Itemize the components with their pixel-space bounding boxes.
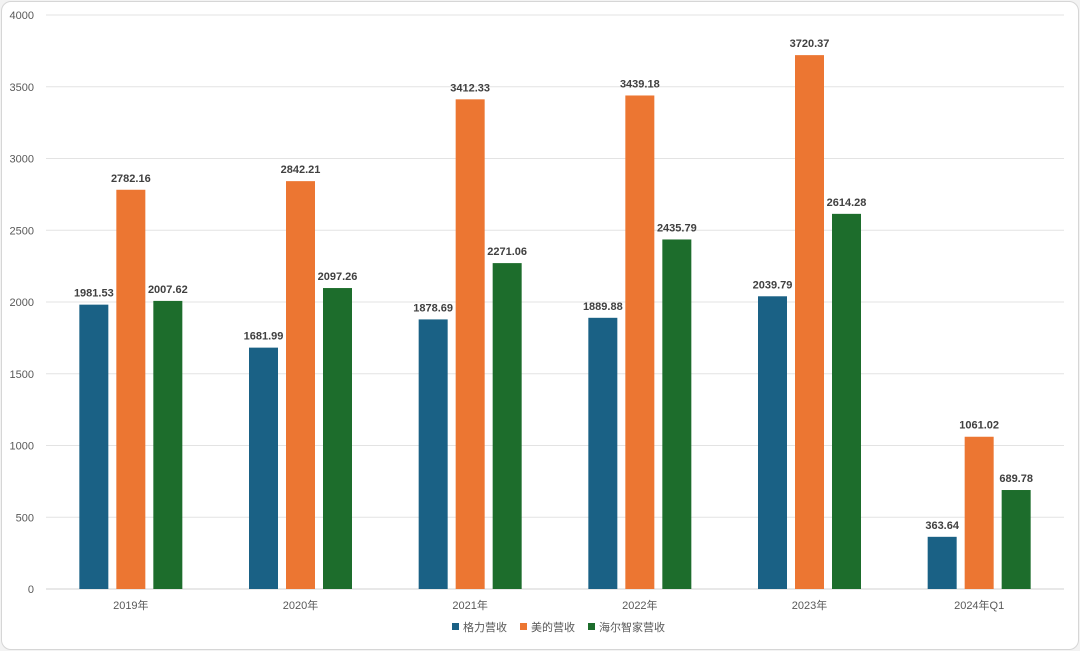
data-label: 2097.26 bbox=[318, 271, 358, 283]
data-label: 1061.02 bbox=[959, 420, 999, 432]
legend: 格力营收 美的营收 海尔智家营收 bbox=[452, 620, 665, 634]
x-tick-label: 2024年Q1 bbox=[954, 598, 1004, 612]
data-label: 3720.37 bbox=[790, 38, 830, 50]
data-label: 363.64 bbox=[925, 520, 960, 532]
bar bbox=[418, 319, 448, 589]
y-tick-label: 4000 bbox=[10, 10, 34, 22]
data-label: 3439.18 bbox=[620, 78, 660, 90]
x-tick-label: 2019年 bbox=[113, 598, 148, 612]
bar bbox=[286, 181, 315, 589]
legend-entry: 格力营收 bbox=[463, 620, 507, 634]
y-axis: 0 500 1000 1500 2000 2500 3000 3500 4000 bbox=[10, 10, 34, 596]
data-label: 2842.21 bbox=[281, 164, 321, 176]
bar bbox=[153, 300, 183, 589]
bar bbox=[1001, 490, 1031, 589]
y-tick-label: 3000 bbox=[10, 154, 34, 166]
x-tick-label: 2021年 bbox=[452, 598, 487, 612]
y-tick-label: 0 bbox=[28, 584, 34, 596]
gridlines bbox=[46, 14, 1064, 590]
bar bbox=[625, 95, 655, 590]
bar bbox=[927, 536, 957, 589]
y-tick-label: 500 bbox=[16, 512, 34, 524]
bar bbox=[832, 213, 861, 589]
data-label: 1681.99 bbox=[244, 331, 284, 343]
data-label: 2782.16 bbox=[111, 173, 151, 185]
bar bbox=[964, 436, 994, 589]
y-tick-label: 1500 bbox=[10, 369, 34, 381]
data-label: 3412.33 bbox=[450, 82, 490, 94]
data-labels: 1981.53 2782.16 2007.62 1681.99 2842.21 2097.… bbox=[74, 38, 1033, 532]
bar bbox=[492, 263, 522, 589]
y-tick-label: 2000 bbox=[10, 297, 34, 309]
data-label: 2039.79 bbox=[753, 279, 793, 291]
data-label: 2614.28 bbox=[827, 197, 867, 209]
data-label: 1889.88 bbox=[583, 301, 623, 313]
y-tick-label: 2500 bbox=[10, 225, 34, 237]
y-tick-label: 3500 bbox=[10, 82, 34, 94]
data-label: 2007.62 bbox=[148, 284, 188, 296]
bar bbox=[588, 317, 618, 589]
x-tick-label: 2023年 bbox=[792, 598, 827, 612]
data-label: 1981.53 bbox=[74, 288, 114, 300]
x-axis: 2019年 2020年 2021年 2022年 2023年 2024年Q1 bbox=[113, 598, 1004, 612]
y-tick-label: 1000 bbox=[10, 441, 34, 453]
bar bbox=[249, 347, 278, 589]
bar bbox=[323, 288, 352, 589]
bar bbox=[795, 55, 824, 590]
x-tick-label: 2022年 bbox=[622, 598, 657, 612]
x-tick-label: 2020年 bbox=[283, 598, 318, 612]
data-label: 1878.69 bbox=[413, 302, 453, 314]
data-label: 689.78 bbox=[999, 473, 1033, 485]
bars bbox=[79, 55, 1031, 590]
data-label: 2271.06 bbox=[487, 246, 527, 258]
legend-entry: 海尔智家营收 bbox=[599, 620, 665, 634]
legend-entry: 美的营收 bbox=[531, 620, 575, 634]
legend-swatch bbox=[452, 623, 459, 630]
bar bbox=[116, 189, 146, 589]
data-label: 2435.79 bbox=[657, 222, 697, 234]
legend-swatch bbox=[520, 623, 527, 630]
bar bbox=[79, 304, 109, 589]
bar bbox=[662, 239, 692, 589]
bar bbox=[455, 99, 485, 590]
legend-swatch bbox=[588, 623, 595, 630]
bar bbox=[758, 296, 787, 589]
